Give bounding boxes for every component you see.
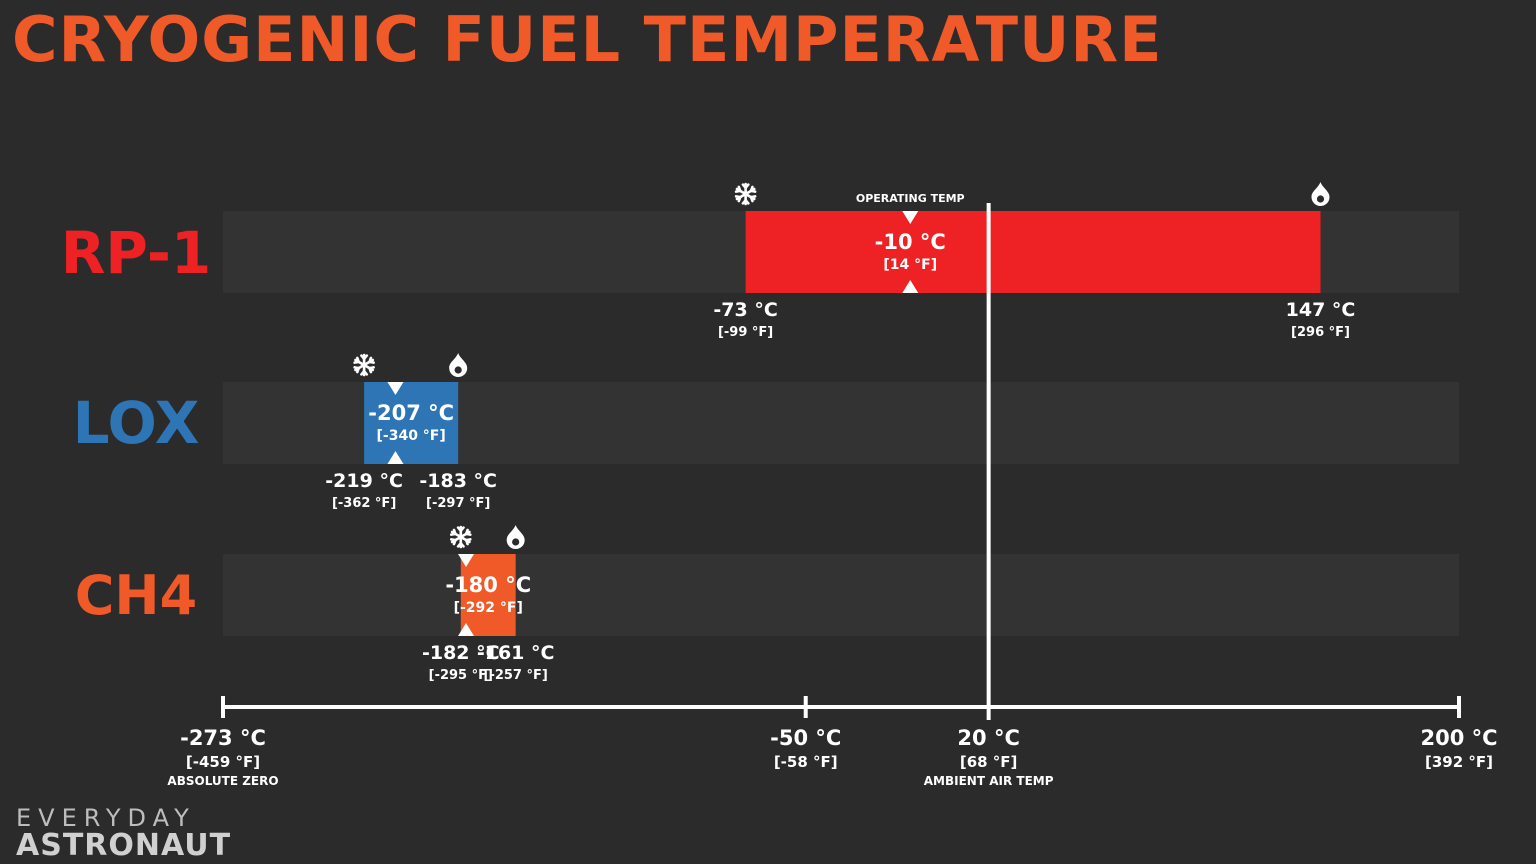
- rp1-min-celsius: -73 °C: [713, 299, 777, 321]
- ch4-max-fahrenheit: [-257 °F]: [484, 668, 548, 683]
- rp1-max-fahrenheit: [296 °F]: [1291, 325, 1350, 340]
- lox-max-fahrenheit: [-297 °F]: [426, 496, 490, 511]
- tick-neg273-note: ABSOLUTE ZERO: [167, 774, 278, 788]
- ch4-op-marker-bottom: [458, 623, 475, 636]
- tick-200-celsius: 200 °C: [1420, 726, 1497, 750]
- ch4-op-celsius: -180 °C: [445, 573, 531, 597]
- ch4-label: CH4: [75, 564, 197, 627]
- rp1-op-celsius: -10 °C: [875, 230, 946, 254]
- ch4-max-flame-icon: [506, 525, 525, 549]
- logo-top-text: EVERYDAY: [16, 804, 196, 832]
- lox-max-flame-icon: [449, 353, 468, 377]
- ch4-op-fahrenheit: [-292 °F]: [454, 600, 523, 616]
- lox-op-fahrenheit: [-340 °F]: [377, 428, 446, 444]
- rp1-op-marker-top: [902, 211, 919, 224]
- lox-op-marker-top: [387, 382, 404, 395]
- ch4-range-bar: [460, 554, 516, 636]
- lox-min-celsius: -219 °C: [325, 470, 403, 492]
- tick-20-fahrenheit: [68 °F]: [960, 753, 1018, 771]
- lox-max-celsius: -183 °C: [419, 470, 497, 492]
- rp1-label: RP-1: [61, 219, 212, 287]
- chart-title: CRYOGENIC FUEL TEMPERATURE: [12, 3, 1163, 76]
- rp1-max-flame-icon: [1311, 182, 1330, 206]
- lox-op-marker-bottom: [387, 451, 404, 464]
- rp1-op-fahrenheit: [14 °F]: [883, 257, 937, 273]
- rp1-range-bar: [745, 211, 1321, 293]
- ch4-max-celsius: -161 °C: [477, 642, 555, 664]
- tick-200-fahrenheit: [392 °F]: [1425, 753, 1493, 771]
- ch4-min-fahrenheit: [-295 °F]: [429, 668, 493, 683]
- rp1-op-header: OPERATING TEMP: [856, 192, 965, 205]
- tick-neg273-fahrenheit: [-459 °F]: [186, 753, 260, 771]
- tick-20-note: AMBIENT AIR TEMP: [924, 774, 1054, 788]
- lox-label: LOX: [73, 389, 200, 457]
- tick-neg50-celsius: -50 °C: [770, 726, 841, 750]
- rp1-min-snowflake-icon: [734, 182, 757, 206]
- ch4-min-celsius: -182 °C: [422, 642, 500, 664]
- lox-range-bar: [364, 382, 459, 464]
- everyday-astronaut-logo: EVERYDAY ASTRONAUT: [16, 806, 231, 861]
- logo-bottom-text: ASTRONAUT: [16, 828, 232, 863]
- lox-min-snowflake-icon: [353, 353, 375, 377]
- rp1-op-marker-bottom: [902, 280, 919, 293]
- tick-20-celsius: 20 °C: [957, 726, 1019, 750]
- lox-op-celsius: -207 °C: [368, 401, 454, 425]
- tick-neg273-celsius: -273 °C: [180, 726, 266, 750]
- ch4-min-snowflake-icon: [449, 525, 472, 549]
- rp1-min-fahrenheit: [-99 °F]: [718, 325, 773, 340]
- lox-min-fahrenheit: [-362 °F]: [332, 496, 396, 511]
- ch4-op-marker-top: [458, 554, 475, 567]
- ch4-track: [223, 554, 1459, 636]
- rp1-max-celsius: 147 °C: [1286, 299, 1356, 321]
- tick-neg50-fahrenheit: [-58 °F]: [774, 753, 838, 771]
